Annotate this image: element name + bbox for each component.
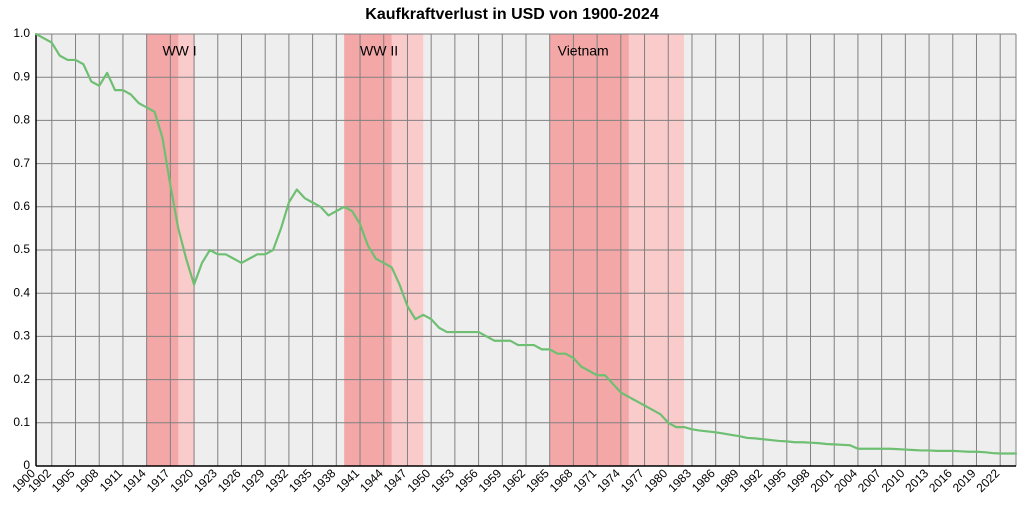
x-tick-label: 1974: [594, 466, 623, 495]
x-tick-label: 1920: [167, 466, 196, 495]
x-tick-label: 1923: [191, 466, 220, 495]
x-tick-label: 1938: [310, 466, 339, 495]
x-tick-label: 1959: [476, 466, 505, 495]
x-tick-label: 2010: [879, 466, 908, 495]
x-tick-label: 1950: [405, 466, 434, 495]
x-tick-label: 1977: [618, 466, 647, 495]
purchasing-power-chart: 00.10.20.30.40.50.60.70.80.91.0190019021…: [0, 28, 1024, 512]
y-tick-label: 0.5: [13, 242, 30, 256]
x-tick-label: 2016: [926, 466, 955, 495]
x-tick-label: 1917: [144, 466, 173, 495]
y-tick-label: 0.9: [13, 69, 30, 83]
x-tick-label: 1947: [381, 466, 410, 495]
chart-title: Kaufkraftverlust in USD von 1900-2024: [0, 0, 1024, 28]
x-tick-label: 2001: [808, 466, 837, 495]
x-tick-label: 1914: [120, 466, 149, 495]
y-tick-label: 0.4: [13, 285, 30, 299]
x-tick-label: 1929: [239, 466, 268, 495]
x-tick-label: 1983: [665, 466, 694, 495]
x-tick-label: 1962: [499, 466, 528, 495]
x-tick-label: 1995: [760, 466, 789, 495]
band-label-ww-i: WW I: [162, 43, 196, 59]
x-tick-label: 1941: [333, 466, 362, 495]
band-label-vietnam: Vietnam: [558, 43, 609, 59]
x-tick-label: 1935: [286, 466, 315, 495]
x-tick-label: 1986: [689, 466, 718, 495]
x-tick-label: 1944: [357, 466, 386, 495]
x-tick-label: 2019: [950, 466, 979, 495]
y-tick-label: 0.8: [13, 113, 30, 127]
x-tick-label: 1956: [452, 466, 481, 495]
x-tick-label: 1932: [262, 466, 291, 495]
x-tick-label: 1980: [642, 466, 671, 495]
y-tick-label: 0.2: [13, 372, 30, 386]
x-tick-label: 1998: [784, 466, 813, 495]
y-tick-label: 1.0: [13, 28, 30, 40]
x-tick-label: 2004: [831, 466, 860, 495]
x-tick-label: 1926: [215, 466, 244, 495]
y-tick-label: 0.3: [13, 329, 30, 343]
x-tick-label: 1971: [570, 466, 599, 495]
x-tick-label: 2013: [902, 466, 931, 495]
x-tick-label: 1908: [73, 466, 102, 495]
y-tick-label: 0.1: [13, 415, 30, 429]
x-tick-label: 1911: [97, 466, 125, 494]
x-tick-label: 1992: [736, 466, 765, 495]
x-tick-label: 1965: [523, 466, 552, 495]
x-tick-label: 2022: [974, 466, 1003, 495]
y-tick-label: 0.6: [13, 199, 30, 213]
x-tick-label: 1905: [49, 466, 78, 495]
band-label-ww-ii: WW II: [360, 43, 398, 59]
x-tick-label: 1953: [428, 466, 457, 495]
y-tick-label: 0.7: [13, 156, 30, 170]
x-tick-label: 2007: [855, 466, 884, 495]
x-tick-label: 1989: [713, 466, 742, 495]
x-tick-label: 1968: [547, 466, 576, 495]
